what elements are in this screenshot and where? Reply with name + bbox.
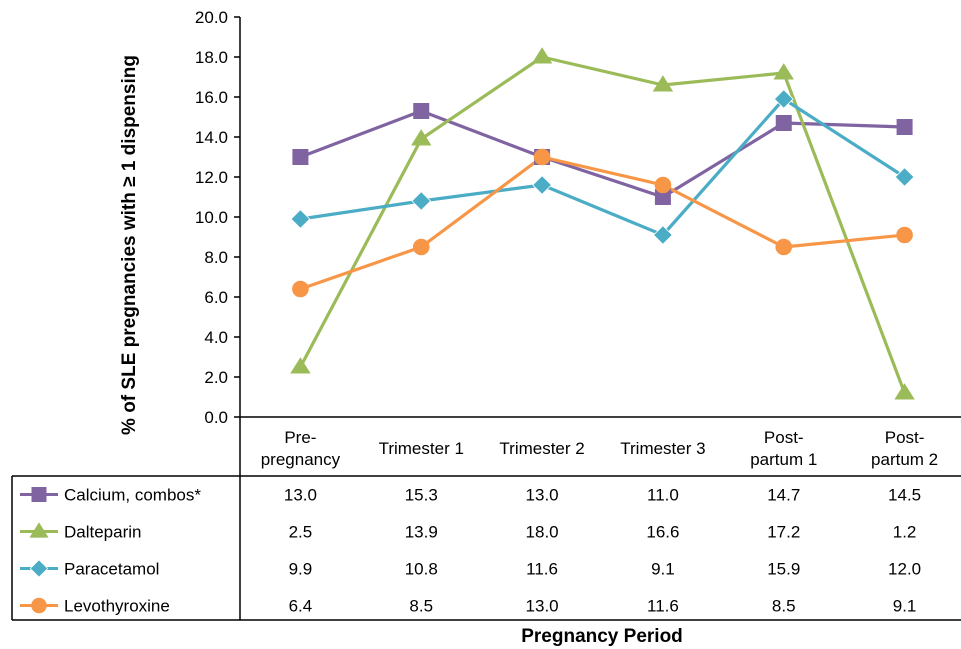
table-cell-value: 11.6 [647, 597, 679, 616]
table-cell-value: 14.7 [767, 486, 800, 505]
table-cell-value: 14.5 [888, 486, 921, 505]
table-cell-value: 13.0 [526, 597, 559, 616]
data-point [292, 149, 309, 165]
x-tick-label: Trimester 3 [620, 439, 705, 458]
table-cell-value: 11.0 [647, 486, 679, 505]
y-tick-label: 18.0 [195, 48, 228, 67]
data-point [775, 238, 793, 256]
legend-marker [29, 522, 49, 538]
table-cell-value: 8.5 [772, 597, 796, 616]
x-tick-label: Pre- [284, 428, 316, 447]
table-cell-value: 8.5 [409, 597, 433, 616]
y-tick-label: 14.0 [195, 128, 228, 147]
x-tick-label: Post- [885, 428, 925, 447]
table-cell-value: 15.3 [405, 486, 438, 505]
table-cell-value: 18.0 [526, 523, 559, 542]
y-tick-label: 6.0 [204, 288, 228, 307]
data-point [652, 75, 674, 92]
x-tick-label: Post- [764, 428, 804, 447]
legend-label: Levothyroxine [64, 597, 170, 616]
y-tick-label: 2.0 [204, 368, 228, 387]
y-tick-label: 16.0 [195, 88, 228, 107]
series-markers [290, 47, 915, 400]
series-line-dalteparin [299, 55, 907, 394]
data-point [533, 148, 551, 166]
data-point [413, 103, 430, 119]
y-tick-label: 10.0 [195, 208, 228, 227]
data-point [773, 63, 794, 80]
table-cell-value: 9.1 [651, 560, 675, 579]
table-cell-value: 9.1 [893, 597, 917, 616]
data-point [775, 115, 792, 131]
table-cell-value: 13.9 [405, 523, 438, 542]
x-axis-title: Pregnancy Period [521, 626, 683, 647]
series-line-paracetamol [300, 97, 906, 237]
data-table: Pre-pregnancy Trimester 1 Trimester 2 Trime… [11, 416, 961, 621]
y-tick-label: 12.0 [195, 168, 228, 187]
table-cell-value: 13.0 [526, 486, 559, 505]
data-point [411, 191, 432, 211]
legend-label: Paracetamol [64, 560, 159, 579]
series-line-levothyroxine [299, 155, 905, 291]
legend-marker [31, 597, 47, 614]
table-cell-value: 12.0 [888, 560, 921, 579]
data-point [290, 209, 311, 229]
x-tick-label: partum 2 [871, 450, 938, 469]
y-axis-title: % of SLE pregnancies with ≥ 1 dispensing [119, 55, 140, 435]
x-tick-label: Trimester 1 [379, 439, 464, 458]
series-lines [299, 55, 907, 394]
data-point [773, 89, 794, 109]
legend-label: Calcium, combos* [64, 486, 201, 505]
table-cell-value: 16.6 [646, 523, 679, 542]
y-tick-label: 4.0 [204, 328, 228, 347]
data-point [531, 47, 553, 64]
table-cell-value: 10.8 [405, 560, 438, 579]
y-tick-label: 20.0 [195, 8, 228, 27]
data-point [412, 238, 430, 256]
data-point [894, 383, 915, 400]
x-tick-label: pregnancy [261, 450, 341, 469]
legend-label: Dalteparin [64, 523, 142, 542]
table-cell-value: 1.2 [893, 523, 917, 542]
table-cell-value: 11.6 [526, 560, 558, 579]
table-cell-value: 6.4 [289, 597, 313, 616]
table-cell-value: 9.9 [289, 560, 313, 579]
legend-marker [31, 487, 47, 502]
y-tick-label: 8.0 [204, 248, 228, 267]
data-point [532, 175, 552, 195]
y-tick-label: 0.0 [204, 408, 228, 427]
data-point [411, 129, 432, 146]
data-point [653, 225, 673, 245]
data-point [896, 226, 913, 244]
legend-marker [29, 559, 49, 578]
data-point [292, 280, 309, 298]
data-point [896, 119, 913, 135]
y-axis: 0.0 2.0 4.0 6.0 8.0 10.0 12.0 14.0 16.0 18.0 20.0 [195, 8, 241, 427]
data-point [290, 357, 311, 374]
data-point [654, 176, 672, 194]
x-tick-label: Trimester 2 [499, 439, 584, 458]
table-cell-value: 15.9 [767, 560, 800, 579]
table-cell-value: 17.2 [767, 523, 800, 542]
x-tick-label: partum 1 [750, 450, 817, 469]
table-cell-value: 13.0 [284, 486, 317, 505]
data-point [894, 167, 915, 187]
table-cell-value: 2.5 [289, 523, 313, 542]
